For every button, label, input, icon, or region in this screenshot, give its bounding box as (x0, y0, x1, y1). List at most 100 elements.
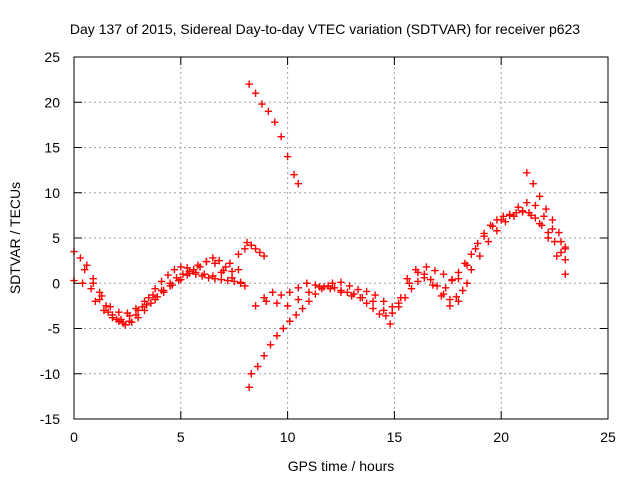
series-arc-12 (467, 208, 569, 278)
data-point (271, 118, 279, 126)
data-point (251, 302, 260, 310)
data-point (403, 275, 411, 283)
data-point (251, 245, 260, 253)
data-point (382, 312, 390, 320)
data-point (145, 294, 153, 302)
data-point (467, 250, 475, 258)
data-point (177, 275, 185, 284)
data-point (420, 270, 429, 278)
data-point (108, 313, 117, 322)
data-point (132, 311, 140, 319)
data-point (480, 232, 488, 240)
data-point (258, 100, 266, 108)
data-point (268, 288, 277, 296)
data-point (337, 288, 345, 296)
data-point (80, 265, 89, 274)
y-tick-label: -10 (40, 366, 60, 382)
data-point (245, 383, 253, 392)
data-point (305, 288, 313, 296)
data-point (234, 250, 243, 258)
data-point (407, 284, 416, 293)
series-arc-5 (243, 238, 268, 260)
data-point (448, 276, 456, 285)
data-point (104, 308, 112, 316)
y-tick-label: 10 (44, 185, 60, 201)
data-point (98, 292, 106, 300)
data-point (234, 265, 243, 274)
data-point (441, 284, 450, 292)
data-point (375, 310, 384, 318)
data-point (452, 293, 461, 301)
y-tick-label: -5 (48, 321, 61, 337)
data-point (380, 297, 388, 306)
data-point (561, 256, 569, 264)
y-axis-label: SDTVAR / TECUs (7, 182, 23, 294)
y-tick-label: 20 (44, 94, 60, 110)
data-point (100, 306, 108, 315)
data-point (298, 304, 307, 313)
data-point (273, 299, 281, 307)
data-point (311, 281, 320, 289)
data-point (414, 277, 422, 286)
data-point (371, 291, 379, 299)
data-point (484, 237, 493, 246)
y-tick-label: -15 (40, 411, 60, 427)
data-point (531, 201, 540, 210)
data-point (529, 180, 537, 188)
data-point (548, 225, 557, 233)
series-arc-7 (247, 274, 467, 378)
y-tick-label: 25 (44, 49, 60, 65)
data-point (168, 281, 176, 289)
data-point (228, 274, 236, 282)
data-point (185, 267, 194, 276)
data-point (561, 243, 569, 251)
data-point (535, 219, 544, 228)
data-point (266, 341, 275, 349)
data-point (211, 259, 219, 268)
data-point (328, 279, 337, 287)
x-tick-labels: 0 5 10 15 20 25 (70, 429, 616, 445)
data-point (241, 245, 249, 253)
data-point (204, 274, 213, 282)
data-point (149, 291, 157, 299)
data-point (247, 241, 255, 249)
data-point (217, 275, 226, 284)
data-point (202, 257, 211, 266)
data-point (303, 279, 311, 287)
plot-frame (73, 56, 609, 420)
data-points (70, 80, 569, 392)
x-tick-label: 20 (493, 429, 509, 445)
data-point (343, 288, 352, 296)
data-point (228, 267, 236, 276)
data-point (497, 216, 505, 224)
data-point (224, 276, 232, 285)
data-point (283, 302, 292, 310)
data-point (102, 302, 110, 310)
data-point (177, 263, 185, 271)
data-point (429, 281, 437, 289)
data-point (345, 282, 354, 290)
data-point (544, 234, 552, 242)
data-point (151, 295, 159, 304)
data-point (305, 297, 313, 306)
data-point (388, 303, 396, 311)
data-point (557, 237, 565, 246)
data-point (117, 315, 125, 324)
data-point (106, 303, 115, 311)
data-point (535, 192, 544, 201)
data-point (151, 284, 159, 293)
data-point (561, 270, 569, 278)
data-point (474, 239, 482, 248)
data-point (251, 89, 260, 97)
data-point (501, 218, 510, 226)
data-point (439, 270, 448, 278)
data-point (89, 279, 97, 287)
data-point (523, 199, 531, 207)
data-point (164, 271, 172, 279)
data-point (256, 248, 264, 257)
data-point (243, 238, 251, 247)
data-point (427, 275, 435, 284)
data-point (557, 248, 565, 257)
data-point (219, 266, 228, 275)
